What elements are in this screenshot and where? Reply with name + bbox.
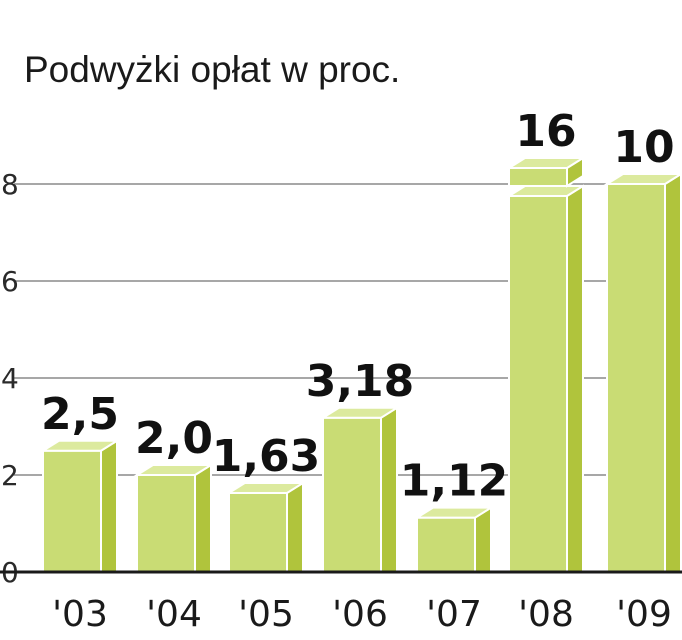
bar-side <box>194 463 212 573</box>
x-tick-label: '05 <box>238 594 294 635</box>
bar-side <box>566 184 584 573</box>
data-label: 2,5 <box>41 389 119 440</box>
bar-front <box>508 195 568 573</box>
bar-top <box>225 481 307 494</box>
bars <box>39 156 682 574</box>
x-tick-label: '04 <box>146 594 202 635</box>
bar <box>133 463 215 573</box>
bar <box>319 405 401 573</box>
data-label: 16 <box>515 106 576 157</box>
bar-front <box>42 449 102 573</box>
y-tick-label: 6 <box>1 265 19 298</box>
data-label: 1,63 <box>212 431 321 482</box>
data-label: 3,18 <box>306 356 415 407</box>
bar-front <box>136 474 196 573</box>
bar-top <box>39 439 121 452</box>
data-labels: 2,5 2,01,63 3,18 1,12 16 10 <box>41 106 675 507</box>
bar-cap-top <box>505 157 587 169</box>
x-tick-label: '09 <box>616 594 672 635</box>
y-tick-label: 4 <box>1 362 19 395</box>
x-tick-label: '03 <box>52 594 108 635</box>
data-label: 1,12 <box>400 456 509 507</box>
data-label: 2,0 <box>135 413 213 464</box>
bar <box>505 156 587 573</box>
bar-front <box>606 183 666 573</box>
bar-side <box>380 405 398 573</box>
bar-front <box>228 491 288 574</box>
bar-side <box>664 172 682 573</box>
data-label: 10 <box>613 122 674 173</box>
bar-top <box>319 406 401 419</box>
bar <box>603 172 682 573</box>
y-tick-label: 2 <box>1 459 19 492</box>
bar-top <box>505 185 587 197</box>
bar-top <box>413 506 495 519</box>
bar <box>225 481 307 574</box>
bar-front <box>416 516 476 573</box>
chart-title: Podwyżki opłat w proc. <box>24 49 400 90</box>
bar-side <box>286 481 304 573</box>
y-tick-label: 8 <box>1 168 19 201</box>
x-tick-label: '08 <box>518 594 574 635</box>
bar-side <box>100 438 118 573</box>
x-tick-label: '06 <box>332 594 388 635</box>
x-axis: '03 '04 '05 '06 '07 '08 '09 <box>0 570 682 635</box>
bar-front <box>322 416 382 573</box>
bar-cap-front <box>508 167 568 187</box>
bar <box>39 438 121 573</box>
bar-top <box>603 173 682 185</box>
bar <box>413 505 495 573</box>
x-tick-label: '07 <box>426 594 482 635</box>
bar-top <box>133 464 215 476</box>
